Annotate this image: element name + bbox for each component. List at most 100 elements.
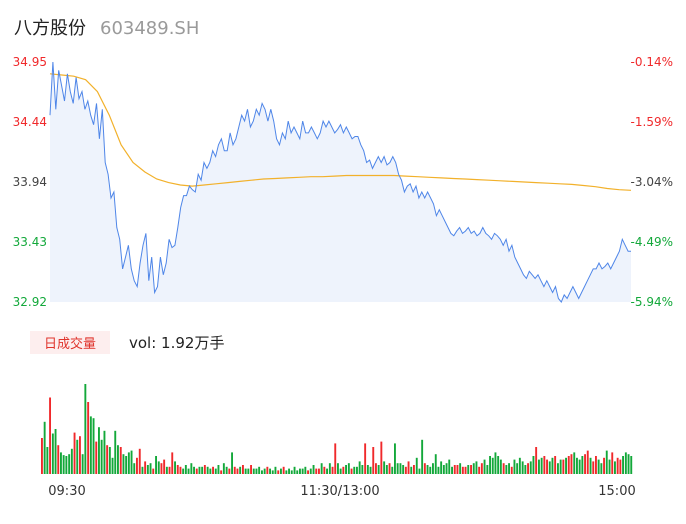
volume-bar	[328, 463, 331, 474]
volume-bar	[540, 457, 543, 474]
volume-bar	[581, 456, 584, 474]
volume-bar	[616, 457, 619, 474]
average-price-line	[49, 73, 632, 191]
volume-bar	[92, 418, 95, 474]
volume-bar	[312, 465, 315, 474]
volume-bars	[41, 384, 633, 474]
volume-bar	[54, 429, 57, 474]
volume-bar	[269, 468, 271, 474]
volume-bar	[141, 466, 144, 474]
volume-bar	[337, 463, 339, 474]
volume-bar	[407, 461, 410, 474]
percent-axis-labels: -0.14% -1.59% -3.04% -4.49% -5.94%	[631, 55, 673, 309]
volume-bar	[497, 456, 500, 474]
volume-bar	[309, 468, 312, 474]
volume-bar	[201, 466, 204, 474]
volume-bar	[174, 461, 176, 474]
volume-bar	[440, 461, 443, 474]
percent-tick-label: -3.04%	[631, 175, 673, 189]
volume-bar	[198, 466, 201, 474]
volume-bar	[49, 397, 51, 474]
percent-tick-label: -0.14%	[631, 55, 673, 69]
volume-bar	[89, 416, 92, 474]
volume-bar	[413, 465, 415, 474]
volume-bar	[79, 436, 81, 474]
volume-bar	[445, 463, 448, 474]
volume-bar	[527, 463, 529, 474]
volume-bar	[184, 465, 187, 474]
stock-code: 603489.SH	[100, 18, 200, 39]
volume-bar	[136, 457, 138, 474]
volume-bar	[551, 457, 554, 474]
volume-bar	[255, 468, 258, 474]
volume-bar	[366, 465, 369, 474]
volume-bar	[152, 468, 155, 474]
volume-bar	[290, 470, 293, 474]
volume-bar	[461, 466, 464, 474]
volume-bar	[622, 456, 624, 474]
volume-bar	[155, 456, 157, 474]
volume-bar	[475, 461, 478, 474]
volume-bar	[168, 466, 171, 474]
volume-bar	[195, 468, 198, 474]
volume-bar	[589, 457, 592, 474]
volume-bar	[402, 465, 405, 474]
volume-bar	[62, 455, 65, 474]
volume-bar	[334, 443, 337, 474]
volume-bar	[614, 461, 616, 474]
volume-bar	[364, 443, 367, 474]
volume-bar	[578, 459, 581, 474]
price-tick-label: 34.95	[13, 55, 47, 69]
volume-bar	[266, 466, 269, 474]
volume-bar	[491, 457, 494, 474]
volume-bar	[489, 456, 491, 474]
volume-bar	[418, 468, 421, 474]
price-area	[50, 62, 631, 302]
volume-bar	[586, 450, 589, 474]
volume-bar	[217, 465, 220, 474]
volume-bar	[222, 463, 225, 474]
volume-bar	[524, 465, 527, 474]
volume-bar	[603, 457, 605, 474]
volume-bar	[331, 466, 334, 474]
volume-bar	[271, 470, 274, 474]
volume-bar	[521, 461, 524, 474]
price-area-fill	[50, 62, 631, 302]
volume-bar	[410, 466, 413, 474]
volume-bar	[274, 466, 277, 474]
price-tick-label: 34.44	[13, 115, 47, 129]
volume-bar	[244, 468, 247, 474]
volume-bar	[293, 466, 296, 474]
volume-bar	[70, 448, 73, 474]
volume-bar	[214, 468, 217, 474]
volume-bar	[301, 468, 304, 474]
time-tick-label: 11:30/13:00	[300, 484, 379, 499]
volume-bar	[130, 450, 133, 474]
volume-bar	[600, 463, 603, 474]
volume-bar	[239, 466, 242, 474]
volume-bar	[98, 427, 100, 474]
volume-bar	[87, 402, 90, 474]
volume-bar	[437, 466, 440, 474]
volume-bar	[432, 463, 434, 474]
price-tick-label: 33.43	[13, 235, 47, 249]
volume-bar	[95, 441, 98, 474]
volume-bar	[206, 466, 209, 474]
volume-bar	[242, 465, 244, 474]
volume-bar	[423, 463, 426, 474]
volume-bar	[388, 463, 391, 474]
price-line	[49, 61, 631, 303]
volume-tab[interactable]: 日成交量	[30, 331, 110, 354]
volume-bar	[546, 459, 548, 474]
volume-bar	[144, 461, 147, 474]
volume-bar	[285, 470, 288, 474]
volume-bar	[480, 463, 483, 474]
volume-bar	[426, 465, 429, 474]
volume-bar	[510, 466, 513, 474]
volume-bar	[288, 468, 290, 474]
volume-bar	[282, 466, 285, 474]
volume-bar	[565, 457, 567, 474]
time-axis-labels: 09:30 11:30/13:00 15:00	[48, 484, 635, 499]
time-tick-label: 09:30	[48, 484, 85, 499]
volume-bar	[516, 463, 519, 474]
